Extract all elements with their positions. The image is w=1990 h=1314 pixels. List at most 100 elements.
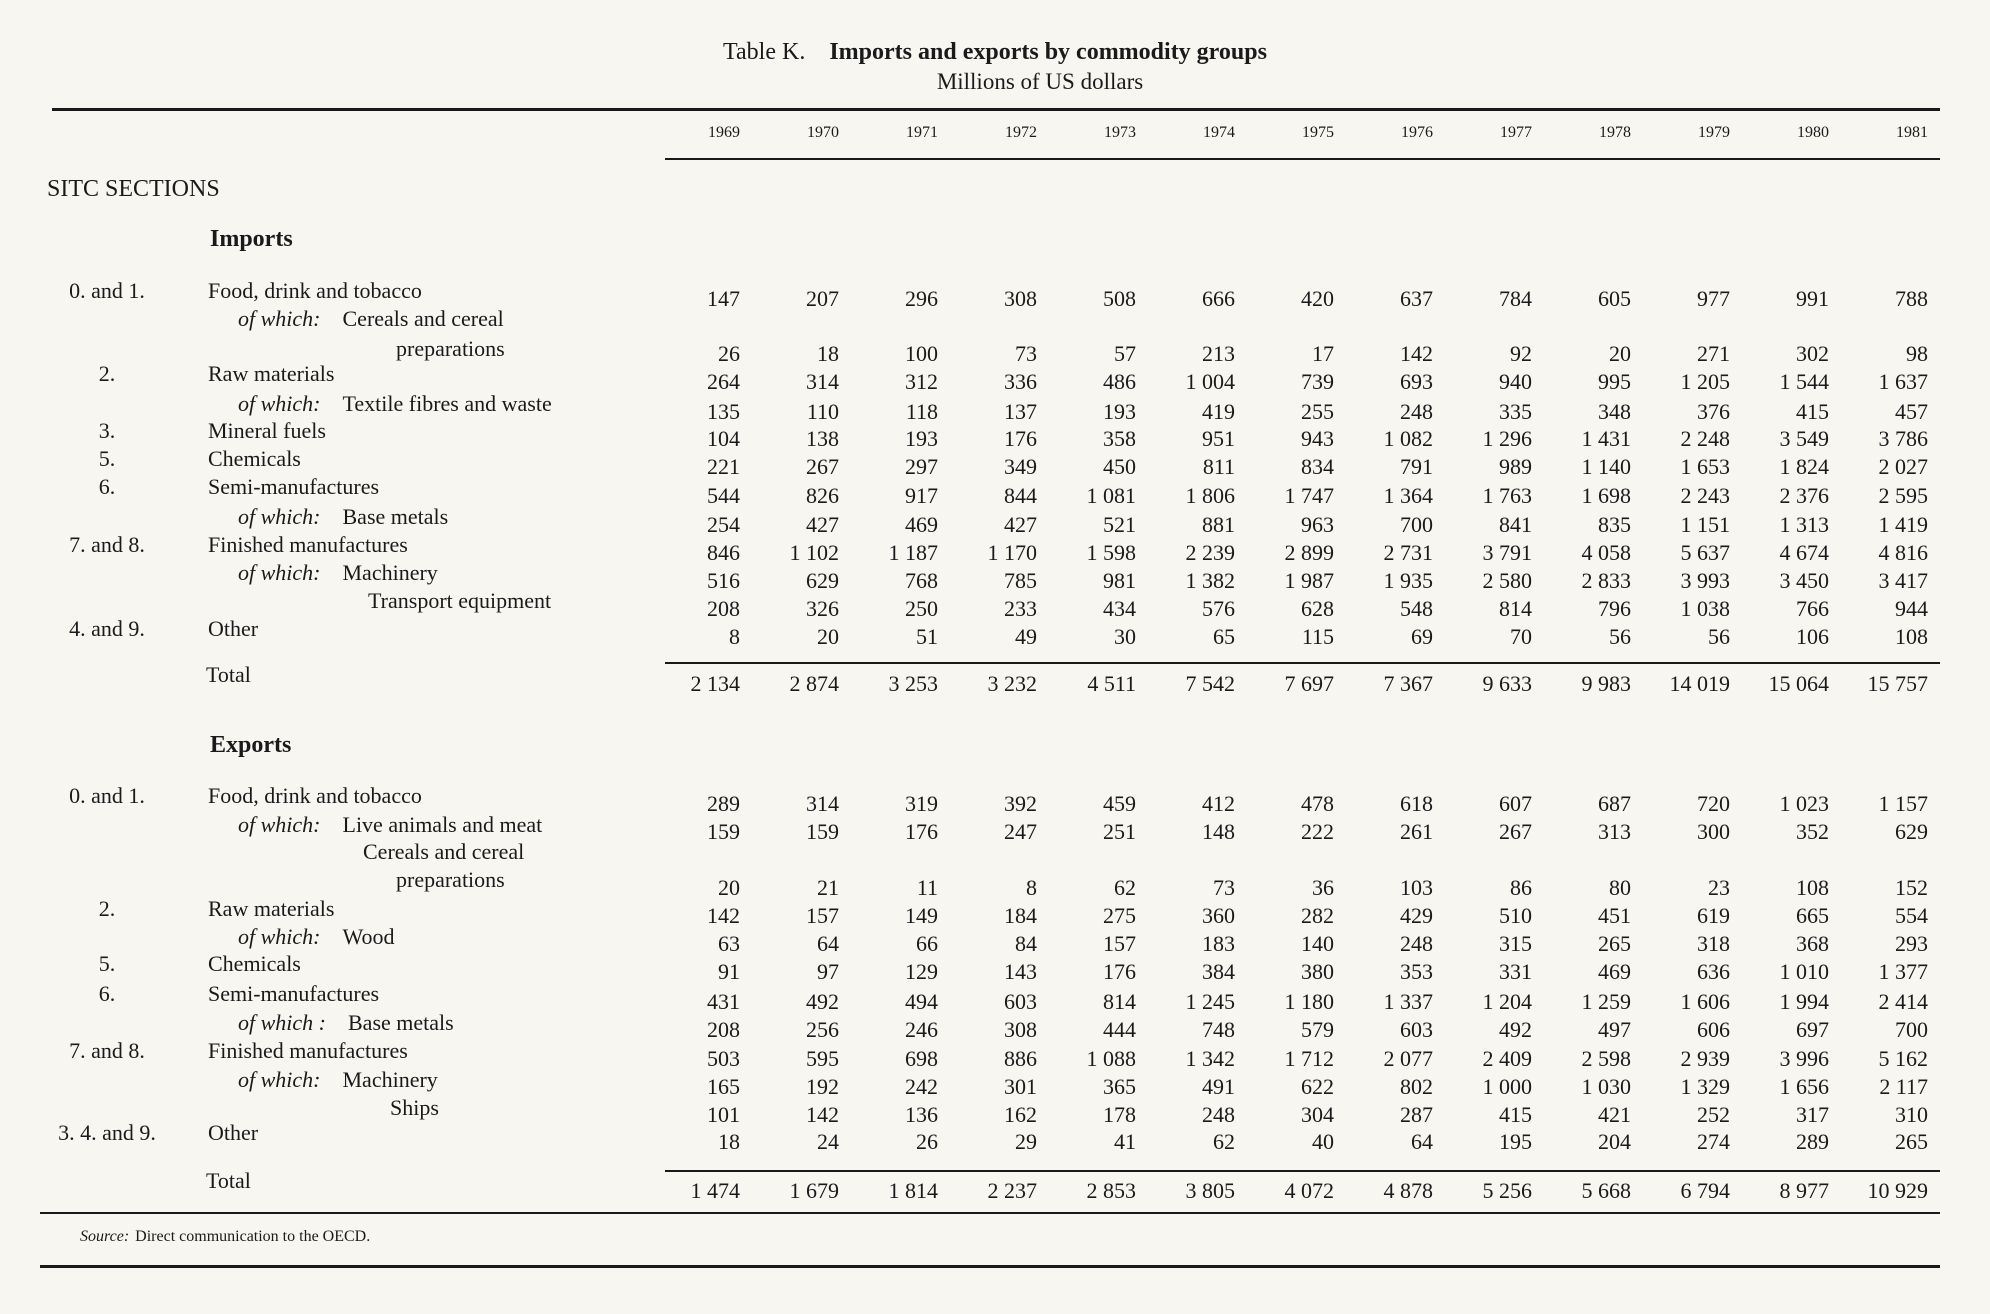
- table-cell-1976: 261: [1400, 819, 1433, 844]
- table-cell-1978: 348: [1598, 399, 1631, 424]
- row-label-continuation: preparations: [396, 867, 505, 892]
- table-cell-1980: 1 544: [1779, 369, 1830, 394]
- table-cell-1969: 147: [707, 286, 740, 311]
- bottom-rule: [40, 1212, 1940, 1214]
- table-cell-1977: 607: [1499, 791, 1532, 816]
- table-cell-1976: 287: [1400, 1102, 1433, 1127]
- table-cell-1973: 176: [1103, 959, 1136, 984]
- row-label: Semi-manufactures: [208, 474, 379, 500]
- table-cell-1971: 26: [916, 1129, 938, 1154]
- of-which-label: of which:: [238, 504, 321, 529]
- year-header-1979: 1979: [1698, 124, 1730, 141]
- row-label: Finished manufactures: [208, 1038, 408, 1064]
- row-label: Finished manufactures: [208, 532, 408, 558]
- table-cell-1975: 622: [1301, 1074, 1334, 1099]
- table-cell-1969: 208: [707, 596, 740, 621]
- of-which-label: of which:: [238, 1067, 321, 1092]
- row-label-text: Food, drink and tobacco: [208, 783, 422, 808]
- table-number: Table K.: [723, 39, 806, 65]
- table-cell-1969: 135: [707, 399, 740, 424]
- table-cell-1975: 1 987: [1284, 568, 1335, 593]
- table-cell-1973: 275: [1103, 903, 1136, 928]
- total-cell-1969: 2 134: [690, 671, 741, 696]
- row-label-text: Food, drink and tobacco: [208, 278, 422, 303]
- table-cell-1971: 1 187: [888, 540, 939, 565]
- table-cell-1973: 365: [1103, 1074, 1136, 1099]
- table-cell-1973: 521: [1103, 512, 1136, 537]
- table-cell-1969: 846: [707, 540, 740, 565]
- year-header-1981: 1981: [1896, 124, 1928, 141]
- table-cell-1969: 101: [707, 1102, 740, 1127]
- table-cell-1969: 18: [718, 1129, 740, 1154]
- table-cell-1979: 2 243: [1680, 483, 1731, 508]
- table-cell-1969: 20: [718, 875, 740, 900]
- table-cell-1971: 11: [916, 875, 938, 900]
- table-cell-1975: 834: [1301, 454, 1334, 479]
- table-cell-1971: 246: [905, 1017, 938, 1042]
- total-cell-1970: 2 874: [789, 671, 840, 696]
- sitc-heading: SITC SECTIONS: [47, 176, 220, 202]
- table-cell-1975: 1 747: [1284, 483, 1335, 508]
- total-cell-1978: 5 668: [1581, 1178, 1632, 1203]
- table-cell-1971: 100: [905, 341, 938, 366]
- table-cell-1969: 264: [707, 369, 740, 394]
- table-cell-1980: 108: [1796, 875, 1829, 900]
- table-cell-1976: 142: [1400, 341, 1433, 366]
- table-cell-1970: 207: [806, 286, 839, 311]
- table-units: Millions of US dollars: [936, 69, 1144, 94]
- table-cell-1969: 8: [729, 624, 740, 649]
- source-text: Direct communication to the OECD.: [135, 1228, 371, 1245]
- footer-rule: [40, 1265, 1940, 1268]
- table-cell-1974: 576: [1202, 596, 1235, 621]
- row-label-text: Machinery: [342, 1067, 438, 1092]
- table-cell-1980: 368: [1796, 931, 1829, 956]
- table-cell-1969: 544: [707, 483, 740, 508]
- table-cell-1979: 619: [1697, 903, 1730, 928]
- total-cell-1979: 14 019: [1669, 671, 1731, 696]
- table-cell-1980: 1 656: [1779, 1074, 1830, 1099]
- table-cell-1980: 106: [1796, 624, 1829, 649]
- table-cell-1977: 1 296: [1482, 426, 1533, 451]
- table-cell-1973: 358: [1103, 426, 1136, 451]
- sitc-code: 3.: [98, 418, 116, 443]
- table-cell-1974: 62: [1213, 1129, 1235, 1154]
- total-cell-1981: 10 929: [1867, 1178, 1929, 1203]
- table-cell-1976: 802: [1400, 1074, 1433, 1099]
- table-cell-1974: 65: [1213, 624, 1235, 649]
- row-label: Transport equipment: [368, 588, 551, 614]
- year-header-1973: 1973: [1104, 124, 1136, 141]
- table-cell-1973: 1 088: [1086, 1046, 1137, 1071]
- table-cell-1974: 1 806: [1185, 483, 1236, 508]
- table-cell-1972: 336: [1004, 369, 1037, 394]
- row-label-text: Cereals and cereal: [363, 839, 525, 864]
- table-cell-1981: 2 117: [1879, 1074, 1928, 1099]
- table-cell-1978: 1 140: [1581, 454, 1632, 479]
- total-cell-1971: 1 814: [888, 1178, 939, 1203]
- table-cell-1978: 1 698: [1581, 483, 1632, 508]
- table-cell-1970: 314: [806, 369, 839, 394]
- sitc-code: 6.: [98, 981, 116, 1006]
- table-cell-1981: 152: [1895, 875, 1928, 900]
- table-cell-1974: 1 245: [1185, 989, 1236, 1014]
- total-cell-1975: 4 072: [1284, 1178, 1335, 1203]
- table-cell-1971: 297: [905, 454, 938, 479]
- table-cell-1977: 331: [1499, 959, 1532, 984]
- total-cell-1978: 9 983: [1581, 671, 1632, 696]
- table-cell-1974: 881: [1202, 512, 1235, 537]
- table-cell-1980: 4 674: [1779, 540, 1830, 565]
- row-label-text: Other: [208, 1120, 259, 1145]
- table-cell-1980: 1 824: [1779, 454, 1830, 479]
- table-cell-1978: 2 598: [1581, 1046, 1632, 1071]
- year-header-1980: 1980: [1797, 124, 1829, 141]
- table-cell-1972: 29: [1015, 1129, 1037, 1154]
- table-cell-1978: 796: [1598, 596, 1631, 621]
- of-which-label: of which:: [238, 924, 321, 949]
- table-cell-1970: 314: [806, 791, 839, 816]
- table-cell-1970: 142: [806, 1102, 839, 1127]
- table-cell-1973: 178: [1103, 1102, 1136, 1127]
- table-cell-1971: 51: [916, 624, 938, 649]
- table-cell-1979: 3 993: [1680, 568, 1731, 593]
- table-cell-1969: 63: [718, 931, 740, 956]
- table-cell-1970: 21: [817, 875, 839, 900]
- table-cell-1976: 69: [1411, 624, 1433, 649]
